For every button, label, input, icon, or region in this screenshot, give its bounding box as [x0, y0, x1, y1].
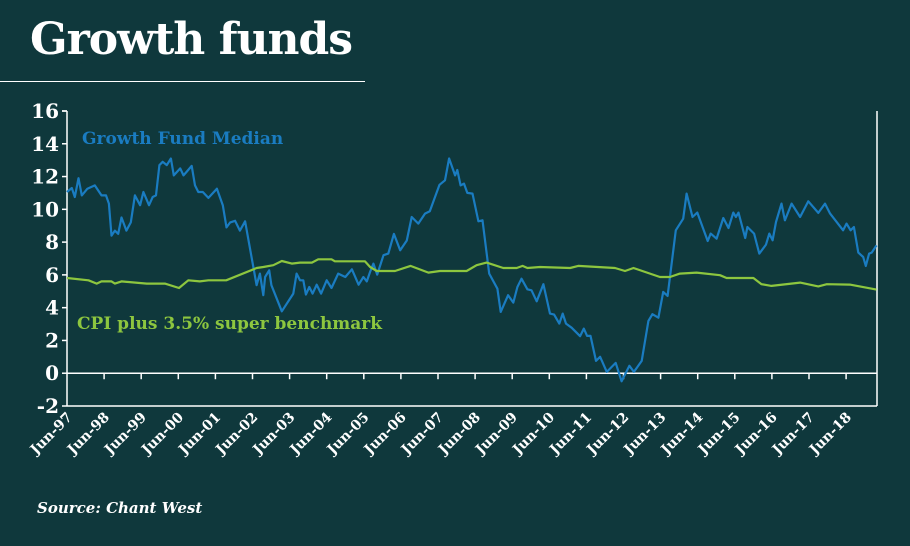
axes: 1614121086420-2Jun-97Jun-98Jun-99Jun-00J…: [26, 99, 878, 459]
y-tick-label: 2: [45, 328, 59, 352]
source-note: Source: Chant West: [37, 499, 203, 517]
y-tick-label: -2: [37, 394, 59, 418]
y-tick-label: 10: [31, 197, 59, 221]
y-tick-label: 14: [31, 132, 59, 156]
chart-title: Growth funds: [30, 14, 353, 65]
legend-cpi-benchmark: CPI plus 3.5% super benchmark: [77, 314, 383, 334]
y-tick-label: 16: [31, 99, 59, 123]
y-tick-label: 0: [45, 361, 59, 385]
series-lines: [66, 157, 878, 383]
y-tick-label: 6: [45, 263, 59, 287]
series-line-growth-fund-median: [66, 157, 878, 383]
y-tick-label: 12: [31, 165, 59, 189]
series-line-cpi-benchmark: [66, 258, 877, 291]
legend-growth-fund-median: Growth Fund Median: [82, 129, 283, 149]
y-tick-label: 4: [45, 296, 59, 320]
y-tick-label: 8: [45, 230, 59, 254]
title-divider: [0, 81, 365, 82]
